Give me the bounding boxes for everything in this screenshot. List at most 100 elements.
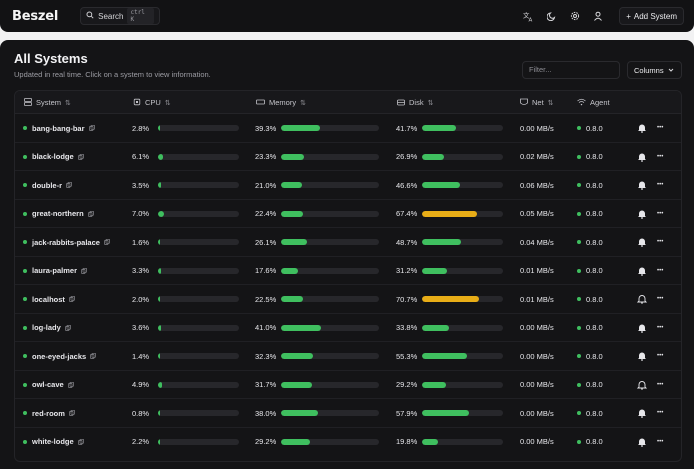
bell-filled-icon[interactable] bbox=[637, 152, 647, 162]
usage-bar-fill bbox=[158, 210, 164, 217]
usage-bar-fill bbox=[158, 125, 161, 131]
copy-icon[interactable] bbox=[69, 410, 75, 416]
usage-bar bbox=[281, 410, 379, 416]
net-value: 0.06 MB/s bbox=[520, 180, 554, 190]
memory-value: 22.4% bbox=[255, 209, 277, 218]
header-memory-label: Memory bbox=[269, 98, 297, 107]
more-options-icon[interactable]: ••• bbox=[657, 296, 664, 302]
system-name[interactable]: log-lady bbox=[32, 323, 61, 332]
bell-filled-icon[interactable] bbox=[637, 123, 647, 133]
more-options-icon[interactable]: ••• bbox=[657, 324, 664, 331]
header-disk[interactable]: Disk ⇅ bbox=[397, 91, 433, 114]
table-row[interactable]: white-lodge 2.2% 29.2% 19.8% 0.00 MB/s 0.8.0 •… bbox=[15, 428, 681, 457]
system-name[interactable]: white-lodge bbox=[32, 437, 74, 446]
copy-icon[interactable] bbox=[67, 381, 74, 388]
usage-bar bbox=[281, 324, 379, 331]
copy-icon[interactable] bbox=[104, 239, 110, 245]
usage-bar-fill bbox=[281, 182, 302, 188]
header-system[interactable]: System ⇅ bbox=[24, 91, 71, 114]
table-row[interactable]: bang-bang-bar 2.8% 39.3% 41.7% 0.00 MB/s 0.8.… bbox=[15, 114, 681, 143]
search-button[interactable]: Search ctrl K bbox=[80, 7, 161, 25]
table-row[interactable]: great-northern 7.0% 22.4% 67.4% 0.05 MB/s 0.8… bbox=[15, 200, 681, 228]
system-name[interactable]: black-lodge bbox=[32, 152, 74, 161]
more-options-icon[interactable]: ••• bbox=[657, 125, 664, 131]
table-row[interactable]: one-eyed-jacks 1.4% 32.3% 55.3% 0.00 MB/s 0.8… bbox=[15, 342, 681, 371]
table-row[interactable]: log-lady 3.6% 41.0% 33.8% 0.00 MB/s 0.8.0 ••• bbox=[15, 314, 681, 342]
table-row[interactable]: localhost 2.0% 22.5% 70.7% 0.01 MB/s 0.8.0 ••• bbox=[15, 285, 681, 314]
columns-button[interactable]: Columns bbox=[627, 61, 682, 79]
bell-filled-icon[interactable] bbox=[637, 437, 647, 447]
system-name[interactable]: one-eyed-jacks bbox=[32, 351, 87, 361]
bell-filled-icon[interactable] bbox=[637, 180, 647, 190]
system-name[interactable]: great-northern bbox=[32, 209, 84, 218]
more-options-icon[interactable]: ••• bbox=[657, 239, 664, 245]
table-row[interactable]: jack-rabbits-palace 1.6% 26.1% 48.7% 0.04 MB… bbox=[15, 228, 681, 257]
more-options-icon[interactable]: ••• bbox=[657, 182, 664, 188]
usage-bar bbox=[281, 381, 379, 388]
copy-icon[interactable] bbox=[69, 296, 75, 302]
copy-icon[interactable] bbox=[77, 438, 84, 445]
usage-bar-fill bbox=[281, 125, 320, 131]
network-icon bbox=[520, 98, 528, 108]
more-options-icon[interactable]: ••• bbox=[657, 353, 664, 359]
system-name[interactable]: double-r bbox=[32, 180, 62, 190]
user-icon[interactable] bbox=[592, 11, 603, 22]
header-net[interactable]: Net ⇅ bbox=[520, 91, 554, 114]
more-options-icon[interactable]: ••• bbox=[657, 381, 664, 388]
more-options-icon[interactable]: ••• bbox=[657, 438, 664, 445]
more-options-icon[interactable]: ••• bbox=[657, 153, 664, 160]
add-system-button[interactable]: + Add System bbox=[619, 7, 684, 25]
bell-outline-icon[interactable] bbox=[636, 294, 648, 304]
copy-icon[interactable] bbox=[90, 353, 97, 359]
header-memory[interactable]: Memory ⇅ bbox=[256, 91, 306, 114]
system-name[interactable]: localhost bbox=[32, 294, 65, 304]
table-row[interactable]: laura-palmer 3.3% 17.6% 31.2% 0.01 MB/s 0.8.0… bbox=[15, 257, 681, 285]
usage-bar bbox=[422, 125, 503, 131]
agent-cell: 0.8.0 bbox=[577, 143, 603, 171]
bell-filled-icon[interactable] bbox=[637, 408, 647, 418]
system-name[interactable]: owl-cave bbox=[32, 380, 64, 389]
header-cpu[interactable]: CPU ⇅ bbox=[133, 91, 171, 114]
filter-input[interactable]: Filter... bbox=[522, 61, 620, 79]
settings-gear-icon[interactable] bbox=[569, 11, 580, 22]
bell-outline-icon[interactable] bbox=[636, 380, 648, 390]
agent-cell: 0.8.0 bbox=[577, 171, 603, 199]
table-row[interactable]: red-room 0.8% 38.0% 57.9% 0.00 MB/s 0.8.0 ••• bbox=[15, 399, 681, 428]
more-options-icon[interactable]: ••• bbox=[657, 210, 664, 217]
system-cell: great-northern bbox=[23, 200, 94, 228]
copy-icon[interactable] bbox=[87, 210, 94, 217]
usage-bar bbox=[422, 324, 503, 331]
table-row[interactable]: black-lodge 6.1% 23.3% 26.9% 0.02 MB/s 0.8.0 •… bbox=[15, 143, 681, 171]
copy-icon[interactable] bbox=[77, 153, 84, 160]
more-options-icon[interactable]: ••• bbox=[657, 267, 664, 274]
bell-filled-icon[interactable] bbox=[637, 209, 647, 219]
header-agent[interactable]: Agent bbox=[577, 91, 610, 114]
status-dot bbox=[23, 211, 27, 216]
copy-icon[interactable] bbox=[66, 182, 72, 188]
table-row[interactable]: owl-cave 4.9% 31.7% 29.2% 0.00 MB/s 0.8.0 ••• bbox=[15, 371, 681, 399]
system-cell: red-room bbox=[23, 399, 75, 427]
copy-icon[interactable] bbox=[64, 324, 71, 331]
bell-filled-icon[interactable] bbox=[637, 237, 647, 247]
system-name[interactable]: red-room bbox=[32, 408, 65, 418]
bell-filled-icon[interactable] bbox=[637, 351, 647, 361]
disk-value: 26.9% bbox=[396, 152, 418, 161]
system-name[interactable]: bang-bang-bar bbox=[32, 123, 85, 133]
net-value: 0.00 MB/s bbox=[520, 408, 554, 418]
memory-value: 31.7% bbox=[255, 380, 277, 389]
theme-moon-icon[interactable] bbox=[546, 11, 557, 22]
usage-bar bbox=[158, 410, 239, 416]
more-options-icon[interactable]: ••• bbox=[657, 410, 664, 416]
app-logo[interactable]: Beszel bbox=[12, 8, 59, 24]
copy-icon[interactable] bbox=[81, 267, 87, 274]
system-name[interactable]: jack-rabbits-palace bbox=[32, 237, 100, 247]
copy-icon[interactable] bbox=[88, 125, 95, 131]
table-row[interactable]: double-r 3.5% 21.0% 46.6% 0.06 MB/s 0.8.0 ••• bbox=[15, 171, 681, 200]
system-name[interactable]: laura-palmer bbox=[32, 266, 78, 275]
bell-filled-icon[interactable] bbox=[637, 323, 647, 333]
usage-bar bbox=[158, 182, 239, 188]
table-header: System ⇅ CPU ⇅ Memory ⇅ Disk ⇅ Net ⇅ bbox=[15, 91, 681, 114]
bell-filled-icon[interactable] bbox=[637, 266, 647, 276]
memory-value: 26.1% bbox=[255, 237, 277, 247]
